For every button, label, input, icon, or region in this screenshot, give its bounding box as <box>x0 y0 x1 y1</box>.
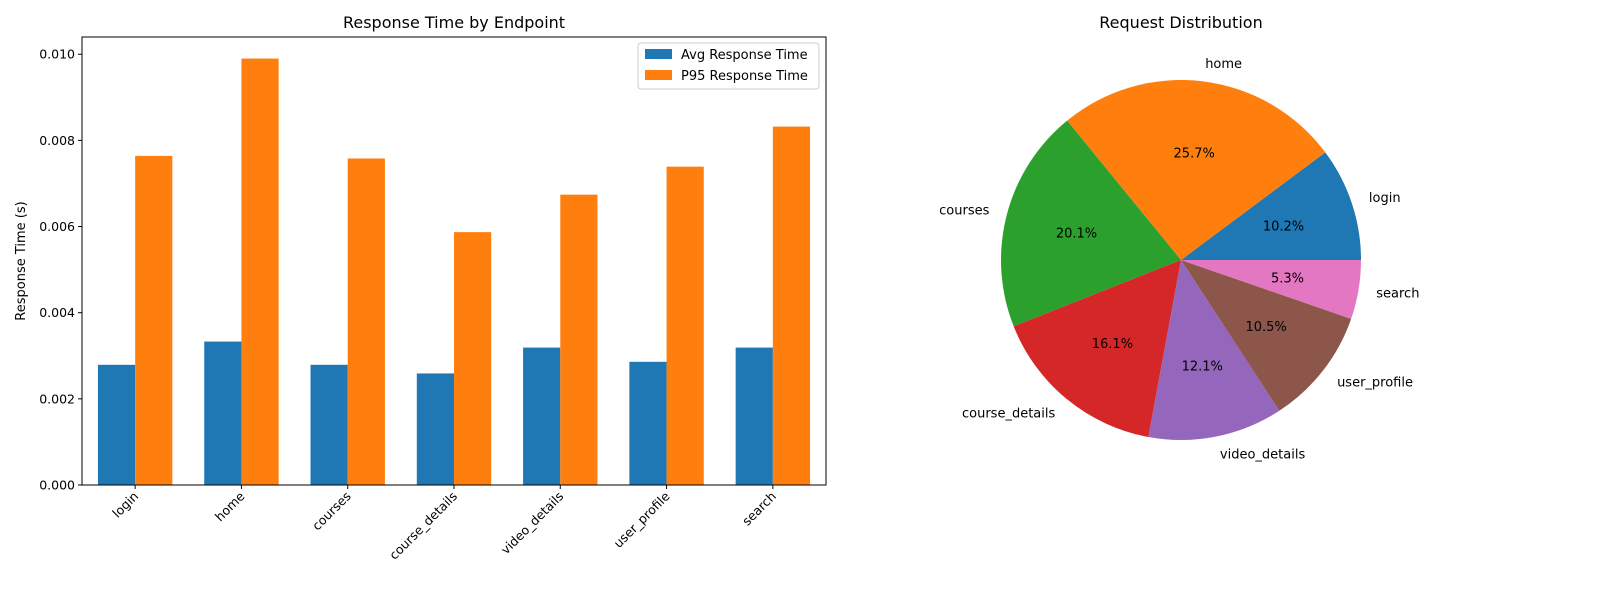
y-tick-label: 0.000 <box>39 478 75 493</box>
pie-category-labels: login home courses course_details video_deta… <box>939 57 1419 463</box>
pie-chart: Request Distribution 10.2% 25.7% 20.1% 16.1… <box>939 13 1419 463</box>
pie-slices <box>1000 79 1361 440</box>
y-tick-label: 0.004 <box>39 305 75 320</box>
x-tick-label: video_details <box>498 489 567 558</box>
pie-slice-courses <box>1000 120 1181 327</box>
bar-avg-login <box>97 364 136 485</box>
pie-category-label: course_details <box>962 406 1055 421</box>
pie-category-label: user_profile <box>1337 375 1413 390</box>
y-axis-label: Response Time (s) <box>14 201 29 320</box>
y-tick-label: 0.006 <box>39 219 75 234</box>
x-tick-label: course_details <box>386 489 460 563</box>
legend-label-p95: P95 Response Time <box>681 69 808 84</box>
pie-category-label: home <box>1205 57 1242 72</box>
pie-category-label: courses <box>939 204 989 219</box>
pie-percent-label: 10.2% <box>1263 219 1304 234</box>
pie-percent-label: 10.5% <box>1245 320 1286 335</box>
pie-slice-home <box>1067 79 1326 260</box>
pie-percent-label: 12.1% <box>1182 359 1223 374</box>
pie-chart-title: Request Distribution <box>1099 13 1262 32</box>
y-axis: 0.000 0.002 0.004 0.006 0.008 0.010 <box>39 47 82 493</box>
bar-p95-login <box>135 155 173 485</box>
x-tick-label: search <box>739 489 779 529</box>
pie-slice-search <box>1181 260 1361 319</box>
pie-percent-label: 25.7% <box>1174 146 1215 161</box>
pie-slice-video_details <box>1148 260 1280 440</box>
pie-percent-label: 16.1% <box>1092 337 1133 352</box>
pie-percent-label: 20.1% <box>1056 226 1097 241</box>
pie-category-label: search <box>1376 286 1419 301</box>
bar-p95-user_profile <box>666 166 704 485</box>
legend-swatch-p95 <box>645 70 672 80</box>
pie-percent-labels: 10.2% 25.7% 20.1% 16.1% 12.1% 10.5% 5.3% <box>1056 146 1304 374</box>
bar-chart: Response Time by Endpoint 0.0000.0020.00… <box>14 13 827 563</box>
pie-category-label: login <box>1369 191 1401 206</box>
bar-p95-course_details <box>454 232 492 485</box>
pie-category-label: video_details <box>1220 448 1306 463</box>
pie-slice-login <box>1181 152 1361 260</box>
plot-frame <box>81 36 827 486</box>
bar-avg-search <box>735 347 773 485</box>
bar-p95-home <box>241 58 279 486</box>
pie-slice-user_profile <box>1181 260 1352 411</box>
legend: Avg Response Time P95 Response Time <box>637 42 820 90</box>
bar-avg-courses <box>310 364 348 485</box>
x-tick-label: user_profile <box>610 488 672 550</box>
bar-p95-video_details <box>560 194 598 485</box>
y-tick-label: 0.010 <box>39 47 75 62</box>
x-tick-label: courses <box>309 489 354 534</box>
pie-percent-label: 5.3% <box>1271 271 1304 286</box>
legend-box <box>637 42 820 90</box>
bar-chart-title: Response Time by Endpoint <box>343 13 565 32</box>
y-tick-label: 0.002 <box>39 391 75 406</box>
bar-avg-course_details <box>416 373 454 485</box>
legend-swatch-avg <box>645 49 672 59</box>
bar-p95-courses <box>347 158 385 485</box>
pie-slice-course_details <box>1013 260 1181 438</box>
legend-label-avg: Avg Response Time <box>681 48 808 63</box>
bar-avg-video_details <box>523 347 561 485</box>
bar-avg-user_profile <box>629 361 667 485</box>
y-tick-label: 0.008 <box>39 133 75 148</box>
x-tick-label: login <box>109 489 141 521</box>
x-tick-label: home <box>212 488 248 524</box>
x-axis: login home courses course_details video_deta… <box>109 485 779 563</box>
bar-p95-search <box>772 126 811 485</box>
bar-avg-home <box>204 341 242 485</box>
bars <box>97 58 811 486</box>
